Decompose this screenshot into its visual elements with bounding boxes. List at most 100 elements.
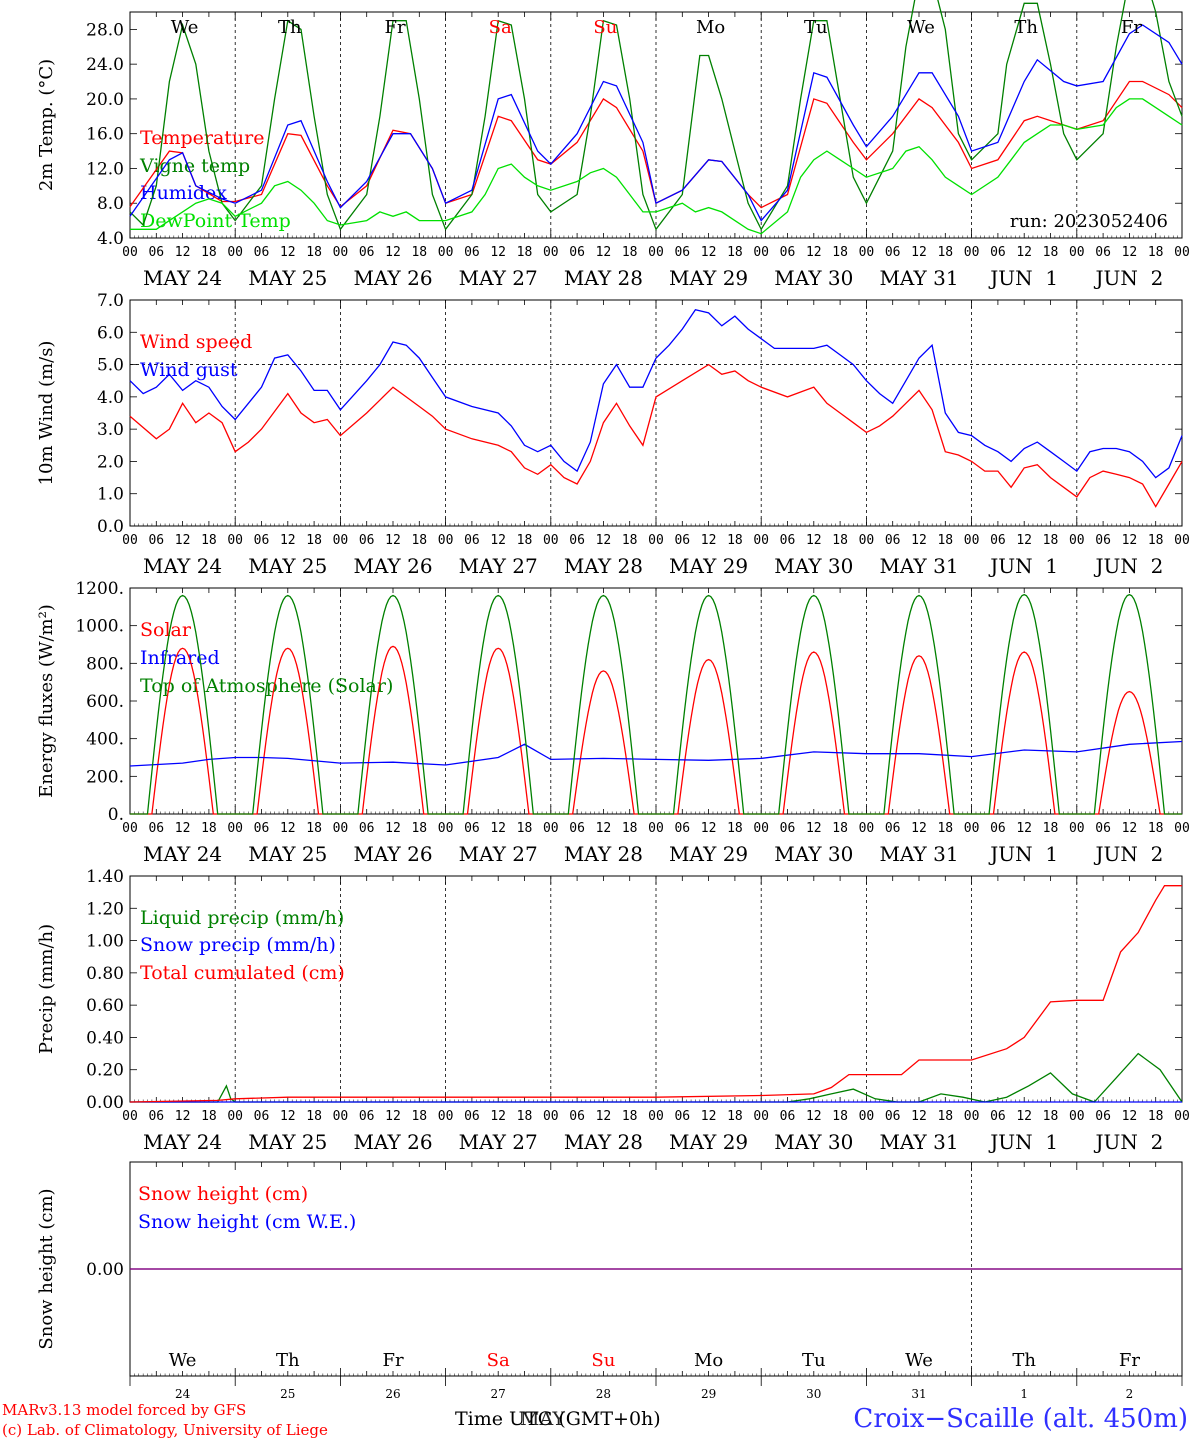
hour-tick-label: 12 [806,821,822,836]
date-label: MAY 31 [879,1130,958,1154]
weekday-label-bottom: Th [276,1350,300,1371]
y-axis-label: 10m Wind (m/s) [36,341,57,486]
legend-entry: Total cumulated (cm) [140,962,345,984]
hour-tick-label: 00 [543,1109,559,1124]
station-title: Croix−Scaille (alt. 450m) [853,1404,1188,1434]
hour-tick-label: 00 [1174,821,1190,836]
hour-tick-label: 06 [569,821,585,836]
date-label: MAY 24 [143,266,222,290]
y-tick-label: 200. [86,767,124,787]
hour-tick-label: 12 [490,533,506,548]
hour-tick-label: 06 [569,1109,585,1124]
hour-tick-label: 18 [306,533,322,548]
y-tick-label: 0.40 [86,1028,124,1048]
day-number-label: 25 [280,1387,295,1401]
hour-tick-label: 00 [438,821,454,836]
hour-tick-label: 00 [964,1109,980,1124]
hour-tick-label: 18 [411,245,427,260]
hour-tick-label: 18 [937,1109,953,1124]
date-label: JUN 2 [1093,842,1163,866]
legend-entry: Temperature [140,127,264,149]
hour-tick-label: 12 [490,245,506,260]
hour-tick-label: 06 [254,1109,270,1124]
hour-tick-label: 12 [1122,245,1138,260]
hour-tick-label: 18 [306,821,322,836]
hour-tick-label: 12 [806,1109,822,1124]
legend-entry: Snow height (cm W.E.) [138,1211,356,1233]
date-label: MAY 29 [669,266,748,290]
hour-tick-label: 06 [674,1109,690,1124]
hour-tick-label: 18 [201,245,217,260]
y-tick-label: 0.00 [86,1093,124,1113]
y-tick-label: 3.0 [97,420,124,440]
hour-tick-label: 00 [648,245,664,260]
date-label: JUN 2 [1093,1130,1163,1154]
date-label: JUN 1 [988,842,1058,866]
panel-precip: 0.00 0.20 0.40 0.60 0.80 1.00 1.20 1.40 Precip (… [36,867,1190,1154]
weekday-label-bottom: Th [1012,1350,1036,1371]
hour-tick-label: 00 [543,245,559,260]
day-number-label: 26 [385,1387,400,1401]
hour-tick-label: 00 [438,533,454,548]
hour-tick-label: 00 [859,821,875,836]
date-label: MAY 27 [459,842,538,866]
weekday-label-bottom: Su [591,1350,615,1371]
hour-tick-label: 00 [227,245,243,260]
date-label: MAY 27 [459,554,538,578]
model-credit-line2: (c) Lab. of Climatology, University of L… [2,1421,328,1439]
hour-tick-label: 00 [859,245,875,260]
hour-tick-label: 12 [280,821,296,836]
legend-entry: Liquid precip (mm/h) [140,907,344,929]
hour-tick-label: 00 [1069,1109,1085,1124]
month-axis-label: MAY [520,1408,565,1430]
hour-tick-label: 00 [1069,533,1085,548]
hour-tick-label: 06 [569,245,585,260]
hour-tick-label: 18 [517,1109,533,1124]
hour-tick-label: 06 [148,245,164,260]
hour-tick-label: 12 [911,1109,927,1124]
hour-tick-label: 00 [859,1109,875,1124]
date-label: MAY 24 [143,554,222,578]
date-label: MAY 27 [459,266,538,290]
hour-tick-label: 00 [1174,1109,1190,1124]
hour-tick-label: 18 [622,533,638,548]
y-tick-label: 400. [86,730,124,750]
date-label: MAY 31 [879,842,958,866]
date-label: MAY 26 [353,1130,432,1154]
hour-tick-label: 06 [780,533,796,548]
day-number-label: 1 [1020,1387,1028,1401]
hour-tick-label: 12 [806,245,822,260]
hour-tick-label: 18 [832,245,848,260]
hour-tick-label: 12 [806,533,822,548]
hour-tick-label: 00 [1069,821,1085,836]
model-credit-line1: MARv3.13 model forced by GFS [2,1401,246,1419]
hour-tick-label: 06 [990,245,1006,260]
day-number-label: 2 [1126,1387,1134,1401]
hour-tick-label: 06 [674,245,690,260]
hour-tick-label: 18 [517,821,533,836]
hour-tick-label: 06 [464,821,480,836]
hour-tick-label: 00 [333,1109,349,1124]
hour-tick-label: 06 [1095,533,1111,548]
y-tick-label: 16.0 [86,125,124,145]
hour-tick-label: 00 [648,821,664,836]
hour-tick-label: 18 [411,533,427,548]
hour-tick-label: 00 [438,245,454,260]
date-label: MAY 26 [353,554,432,578]
hour-tick-label: 18 [622,821,638,836]
hour-tick-label: 18 [201,533,217,548]
day-number-label: 30 [806,1387,821,1401]
hour-tick-label: 18 [832,821,848,836]
weekday-label-bottom: Fr [382,1350,403,1371]
hour-tick-label: 18 [832,533,848,548]
hour-tick-label: 00 [1174,533,1190,548]
hour-tick-label: 06 [1095,1109,1111,1124]
weekday-label-bottom: We [169,1350,197,1371]
date-label: JUN 2 [1093,266,1163,290]
day-number-label: 27 [491,1387,506,1401]
day-number-label: 28 [596,1387,611,1401]
hour-tick-label: 06 [359,533,375,548]
hour-tick-label: 18 [1043,245,1059,260]
weekday-label-bottom: We [905,1350,933,1371]
hour-tick-label: 00 [753,533,769,548]
